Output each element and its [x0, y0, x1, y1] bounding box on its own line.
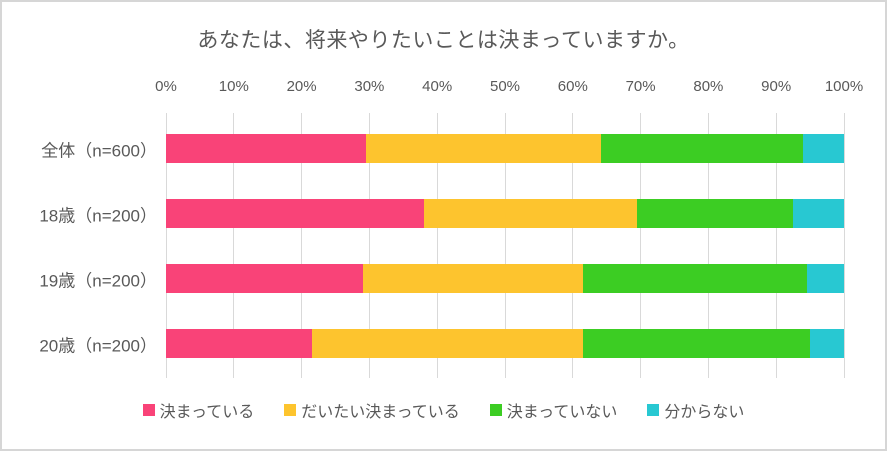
legend-item: 分からない [647, 398, 744, 422]
x-axis-tick: 20% [286, 78, 317, 95]
gridline [504, 113, 506, 378]
x-axis-tick: 0% [155, 78, 177, 95]
bar-segment [803, 134, 844, 163]
chart-title: あなたは、将来やりたいことは決まっていますか。 [197, 29, 690, 52]
gridline [165, 113, 167, 378]
gridline [843, 113, 845, 378]
category-label: 18歳（n=200） [39, 206, 157, 225]
legend-item: 決まっている [142, 398, 255, 422]
bar-segment [582, 264, 807, 293]
x-axis-tick: 10% [218, 78, 249, 95]
bar-segment [166, 134, 366, 163]
bar-segment [166, 199, 424, 228]
gridline [233, 113, 235, 378]
category-label: 20歳（n=200） [39, 336, 157, 355]
bar-row: 20歳（n=200） [39, 329, 844, 358]
gridline [436, 113, 438, 378]
bar-row: 18歳（n=200） [39, 199, 844, 228]
legend-label: だいたい決まっている [301, 404, 460, 421]
gridline [707, 113, 709, 378]
legend-item: 決まっていない [489, 398, 618, 422]
gridline [301, 113, 303, 378]
x-axis-tick: 80% [693, 78, 724, 95]
bar-row: 19歳（n=200） [39, 264, 844, 293]
legend: 決まっている だいたい決まっている 決まっていない 分からない [2, 398, 885, 422]
x-axis-tick: 50% [489, 78, 521, 95]
gridline [368, 113, 370, 378]
bar-segment [810, 329, 844, 358]
legend-swatch [489, 404, 502, 416]
category-label: 19歳（n=200） [39, 271, 157, 290]
bar-segment [166, 264, 363, 293]
legend-label: 決まっている [159, 404, 255, 421]
bar-segment [793, 199, 844, 228]
legend-swatch [142, 404, 155, 416]
bar-segment [423, 199, 638, 228]
x-axis-tick: 100% [824, 78, 864, 95]
x-axis-tick: 40% [422, 78, 453, 95]
plot-area: 全体（n=600） 18歳（n=200） 19歳（n=200） 20歳（n=200） [39, 113, 845, 378]
bar-segment [601, 134, 804, 163]
bar-segment [366, 134, 602, 163]
legend-swatch [647, 404, 660, 416]
gridline [572, 113, 574, 378]
x-axis-tick: 60% [557, 78, 588, 95]
x-axis-tick: 90% [761, 78, 792, 95]
gridline [640, 113, 642, 378]
legend-label: 分からない [664, 404, 745, 421]
bar-row: 全体（n=600） [41, 134, 844, 163]
legend-swatch [284, 404, 297, 416]
category-label: 全体（n=600） [41, 141, 157, 160]
bar-segment [806, 264, 844, 293]
x-axis-tick: 70% [625, 78, 656, 95]
bar-segment [637, 199, 794, 228]
legend-item: だいたい決まっている [284, 398, 460, 422]
bar-segment [582, 329, 811, 358]
legend-label: 決まっていない [506, 404, 618, 421]
bar-segment [362, 264, 583, 293]
bar-segment [311, 329, 583, 358]
x-axis: 0% 10% 20% 30% 40% 50% 60% 70% 80% 90% 100% [155, 78, 863, 98]
bar-segment [166, 329, 312, 358]
gridline [775, 113, 777, 378]
x-axis-tick: 30% [354, 78, 385, 95]
